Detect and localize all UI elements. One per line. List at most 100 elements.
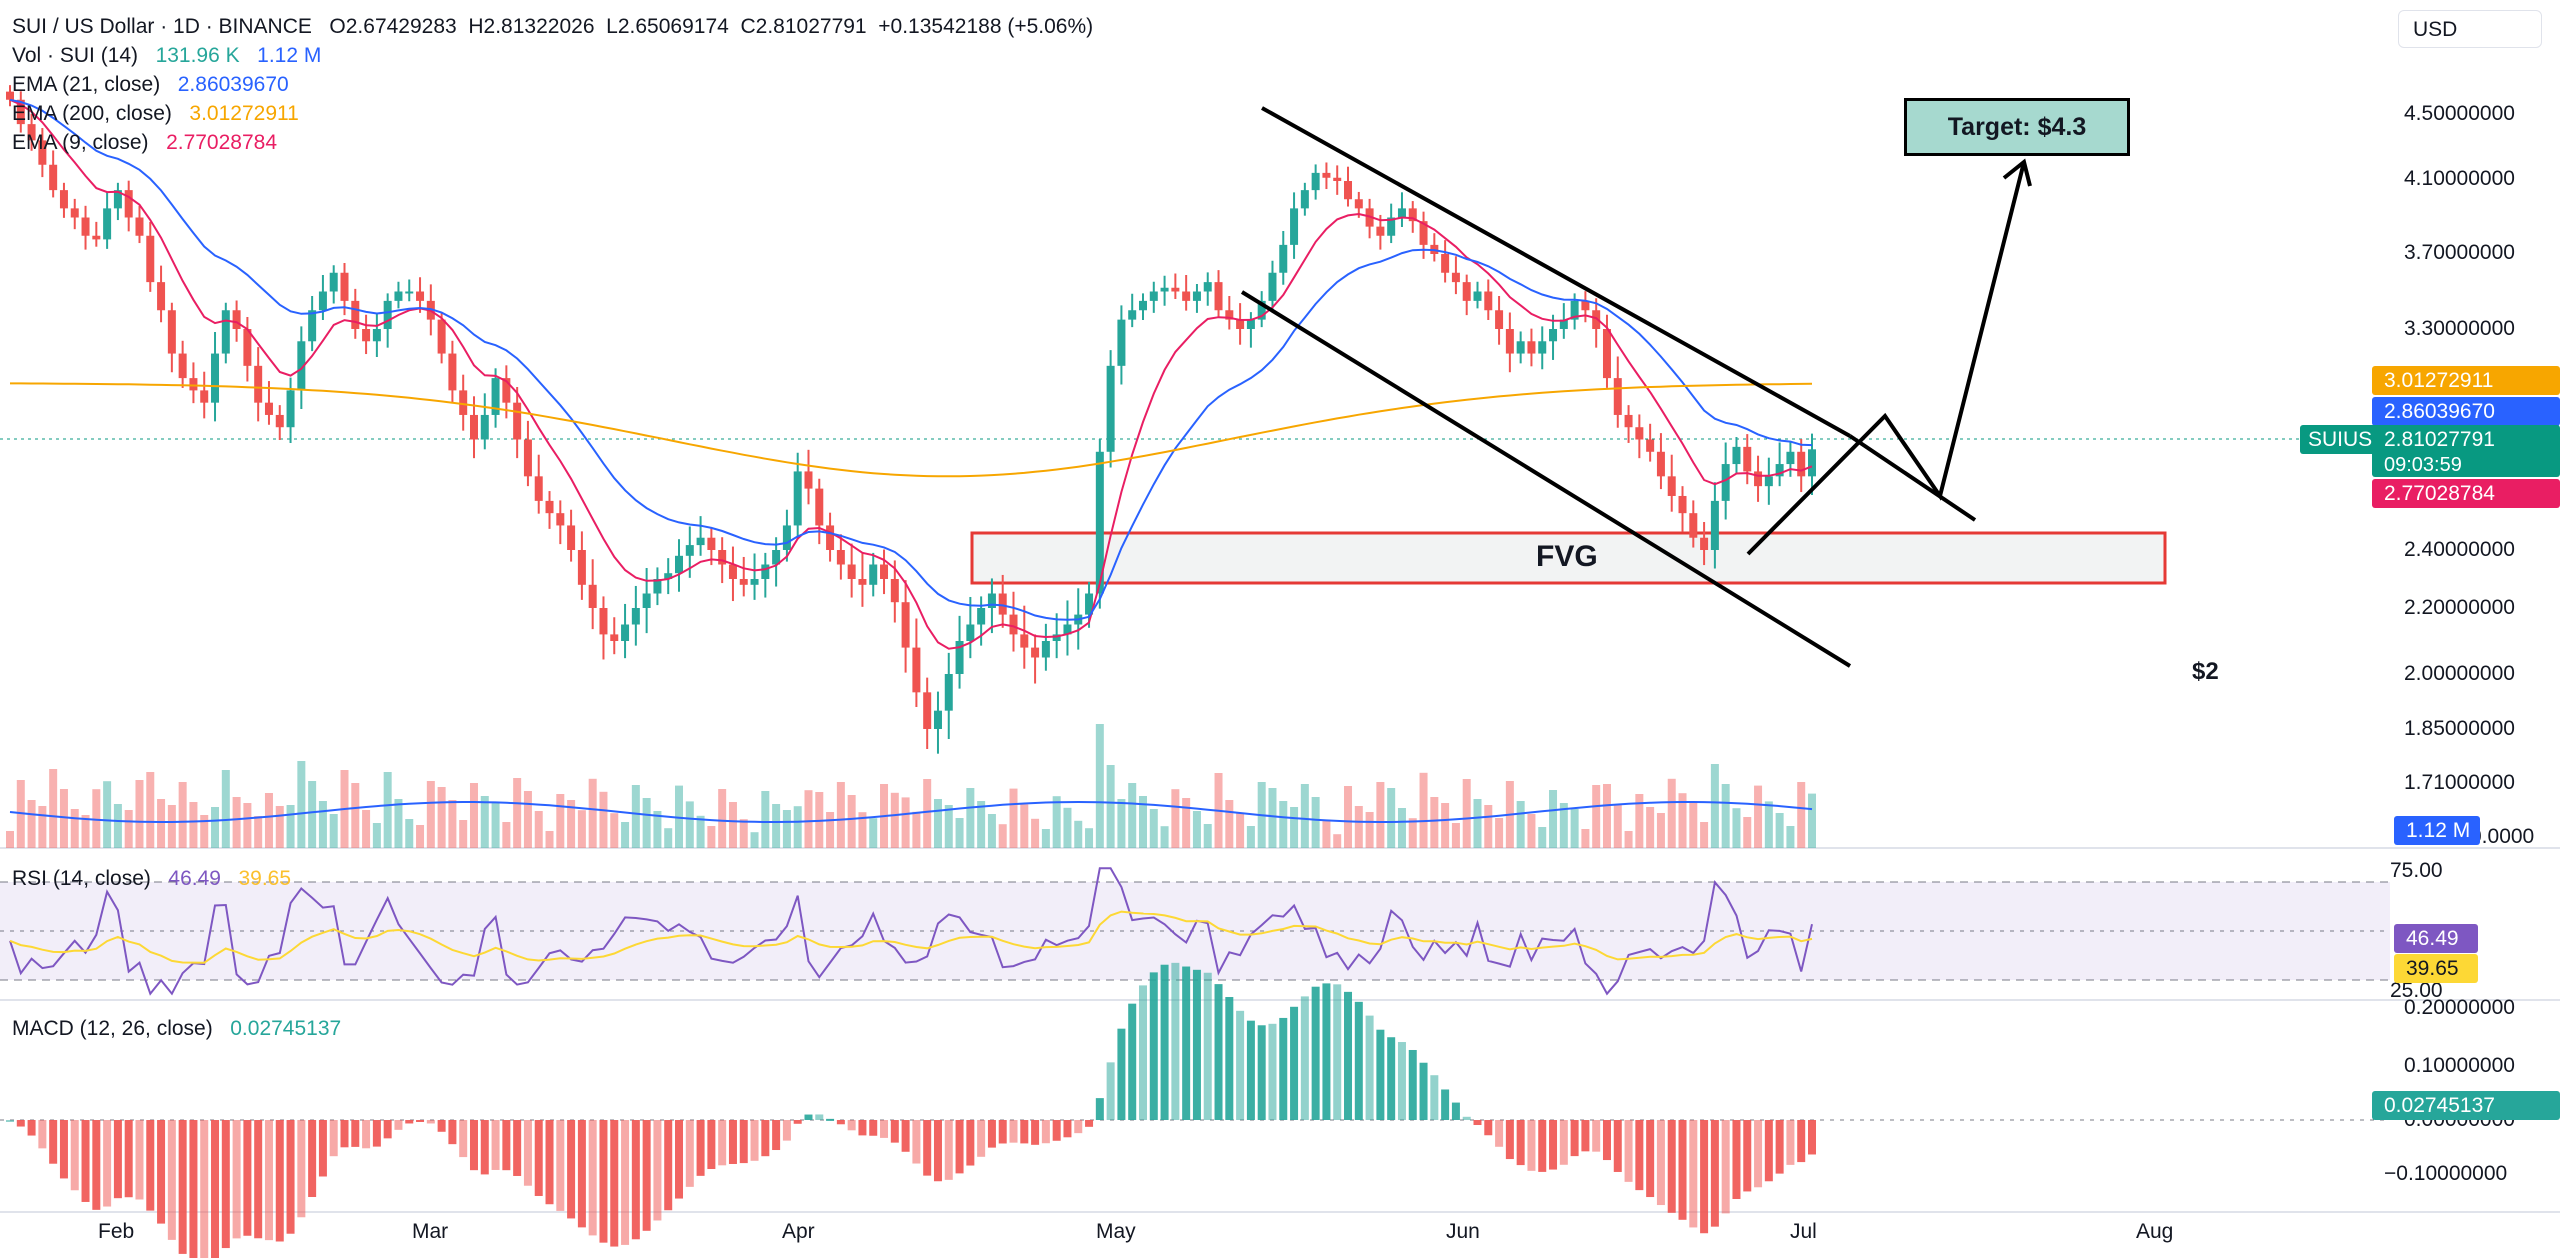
candle-body bbox=[383, 300, 392, 329]
volume-bar bbox=[1085, 828, 1094, 848]
candle-body bbox=[1689, 513, 1698, 538]
macd-bar bbox=[653, 1120, 662, 1221]
macd-bar bbox=[804, 1114, 813, 1120]
macd-bar bbox=[426, 1120, 435, 1124]
candle-body bbox=[49, 164, 58, 191]
candle-body bbox=[1624, 414, 1633, 428]
macd-bar bbox=[362, 1120, 371, 1149]
macd-bar bbox=[480, 1120, 489, 1175]
candle-body bbox=[1592, 310, 1601, 329]
macd-bar bbox=[599, 1120, 608, 1243]
candle-body bbox=[113, 190, 122, 209]
candle-body bbox=[826, 525, 835, 550]
macd-bar bbox=[1678, 1120, 1687, 1220]
volume-bar bbox=[1667, 778, 1676, 848]
candle-body bbox=[340, 272, 349, 301]
volume-bar bbox=[621, 822, 630, 848]
macd-bar bbox=[1041, 1120, 1050, 1144]
channel-upper-ext-line bbox=[1848, 434, 1977, 522]
candle-body bbox=[1214, 282, 1223, 311]
macd-bar bbox=[556, 1120, 565, 1211]
candle-body bbox=[880, 564, 889, 579]
volume-bar bbox=[480, 796, 489, 848]
open-label: O bbox=[329, 15, 346, 38]
volume-bar bbox=[491, 802, 500, 848]
ema21-legend[interactable]: EMA (21, close) 2.86039670 bbox=[12, 70, 289, 99]
ema9-legend[interactable]: EMA (9, close) 2.77028784 bbox=[12, 128, 277, 157]
macd-bar bbox=[1808, 1120, 1816, 1155]
ema200-legend[interactable]: EMA (200, close) 3.01272911 bbox=[12, 99, 299, 128]
macd-bar bbox=[1031, 1120, 1040, 1145]
candle-body bbox=[1646, 439, 1655, 452]
volume-bar bbox=[416, 825, 425, 848]
volume-bar bbox=[1495, 818, 1504, 848]
volume-bar bbox=[394, 799, 403, 848]
fvg-label[interactable]: FVG bbox=[1536, 540, 1598, 573]
candle-body bbox=[772, 550, 781, 565]
candle-body bbox=[1527, 341, 1536, 354]
macd-bar bbox=[1408, 1049, 1417, 1120]
volume-bar bbox=[588, 778, 597, 848]
rsi-tick: 75.00 bbox=[2390, 859, 2443, 882]
macd-bar bbox=[826, 1118, 835, 1121]
macd-bar bbox=[221, 1120, 230, 1249]
candle-body bbox=[1516, 341, 1525, 354]
candle-body bbox=[92, 235, 101, 240]
macd-bar bbox=[1743, 1120, 1752, 1192]
volume-bar bbox=[1149, 809, 1158, 848]
candle-body bbox=[405, 291, 414, 294]
candle-body bbox=[275, 414, 284, 428]
volume-value-2: 1.12 M bbox=[257, 44, 322, 67]
ema9-line bbox=[9, 98, 1813, 650]
candle-body bbox=[103, 208, 112, 240]
macd-legend[interactable]: MACD (12, 26, close) 0.02745137 bbox=[12, 1014, 341, 1043]
macd-bar bbox=[513, 1120, 522, 1176]
macd-bar bbox=[1117, 1028, 1126, 1120]
candle-body bbox=[1635, 427, 1644, 440]
two-dollar-label[interactable]: $2 bbox=[2192, 658, 2219, 685]
macd-bar bbox=[1182, 966, 1191, 1120]
macd-bar bbox=[1549, 1120, 1558, 1170]
macd-bar bbox=[577, 1120, 586, 1228]
macd-bar bbox=[1074, 1120, 1083, 1134]
candle-body bbox=[264, 402, 273, 415]
macd-bar bbox=[772, 1120, 781, 1151]
rsi-legend[interactable]: RSI (14, close) 46.49 39.65 bbox=[12, 864, 291, 893]
volume-bar bbox=[264, 793, 273, 848]
macd-bar bbox=[588, 1120, 597, 1236]
volume-tag: 1.12 M bbox=[2394, 816, 2480, 845]
volume-bar bbox=[1268, 788, 1277, 848]
macd-bar bbox=[1710, 1120, 1719, 1227]
candle-body bbox=[362, 329, 371, 342]
volume-bar bbox=[1656, 813, 1665, 848]
target-label[interactable]: Target: $4.3 bbox=[1904, 98, 2130, 156]
macd-bar bbox=[394, 1120, 403, 1130]
symbol-line[interactable]: SUI / US Dollar · 1D · BINANCE bbox=[12, 15, 312, 38]
volume-bar bbox=[890, 792, 899, 848]
macd-bar bbox=[707, 1120, 716, 1170]
volume-bar bbox=[804, 790, 813, 848]
volume-bar bbox=[243, 803, 252, 848]
countdown-value: 09:03:59 bbox=[2384, 454, 2462, 476]
macd-bar bbox=[869, 1120, 878, 1136]
volume-bar bbox=[502, 822, 511, 848]
macd-bar bbox=[728, 1120, 737, 1164]
volume-bar bbox=[1128, 783, 1137, 848]
candle-body bbox=[977, 608, 986, 625]
currency-selector[interactable]: USD bbox=[2398, 10, 2542, 48]
candle-body bbox=[1149, 291, 1158, 301]
candle-body bbox=[782, 525, 791, 550]
macd-bar bbox=[718, 1120, 727, 1166]
macd-bar bbox=[858, 1120, 867, 1136]
volume-bar bbox=[1484, 805, 1493, 848]
volume-bar bbox=[1613, 804, 1622, 848]
volume-bar bbox=[1559, 803, 1568, 848]
macd-bar bbox=[1516, 1120, 1525, 1166]
volume-legend[interactable]: Vol · SUI (14) 131.96 K 1.12 M bbox=[12, 41, 321, 70]
rsi-ma-value: 39.65 bbox=[238, 867, 292, 890]
macd-bar bbox=[351, 1120, 360, 1147]
volume-bar bbox=[987, 814, 996, 848]
ema21-value: 2.86039670 bbox=[177, 73, 289, 96]
candle-body bbox=[955, 641, 964, 674]
